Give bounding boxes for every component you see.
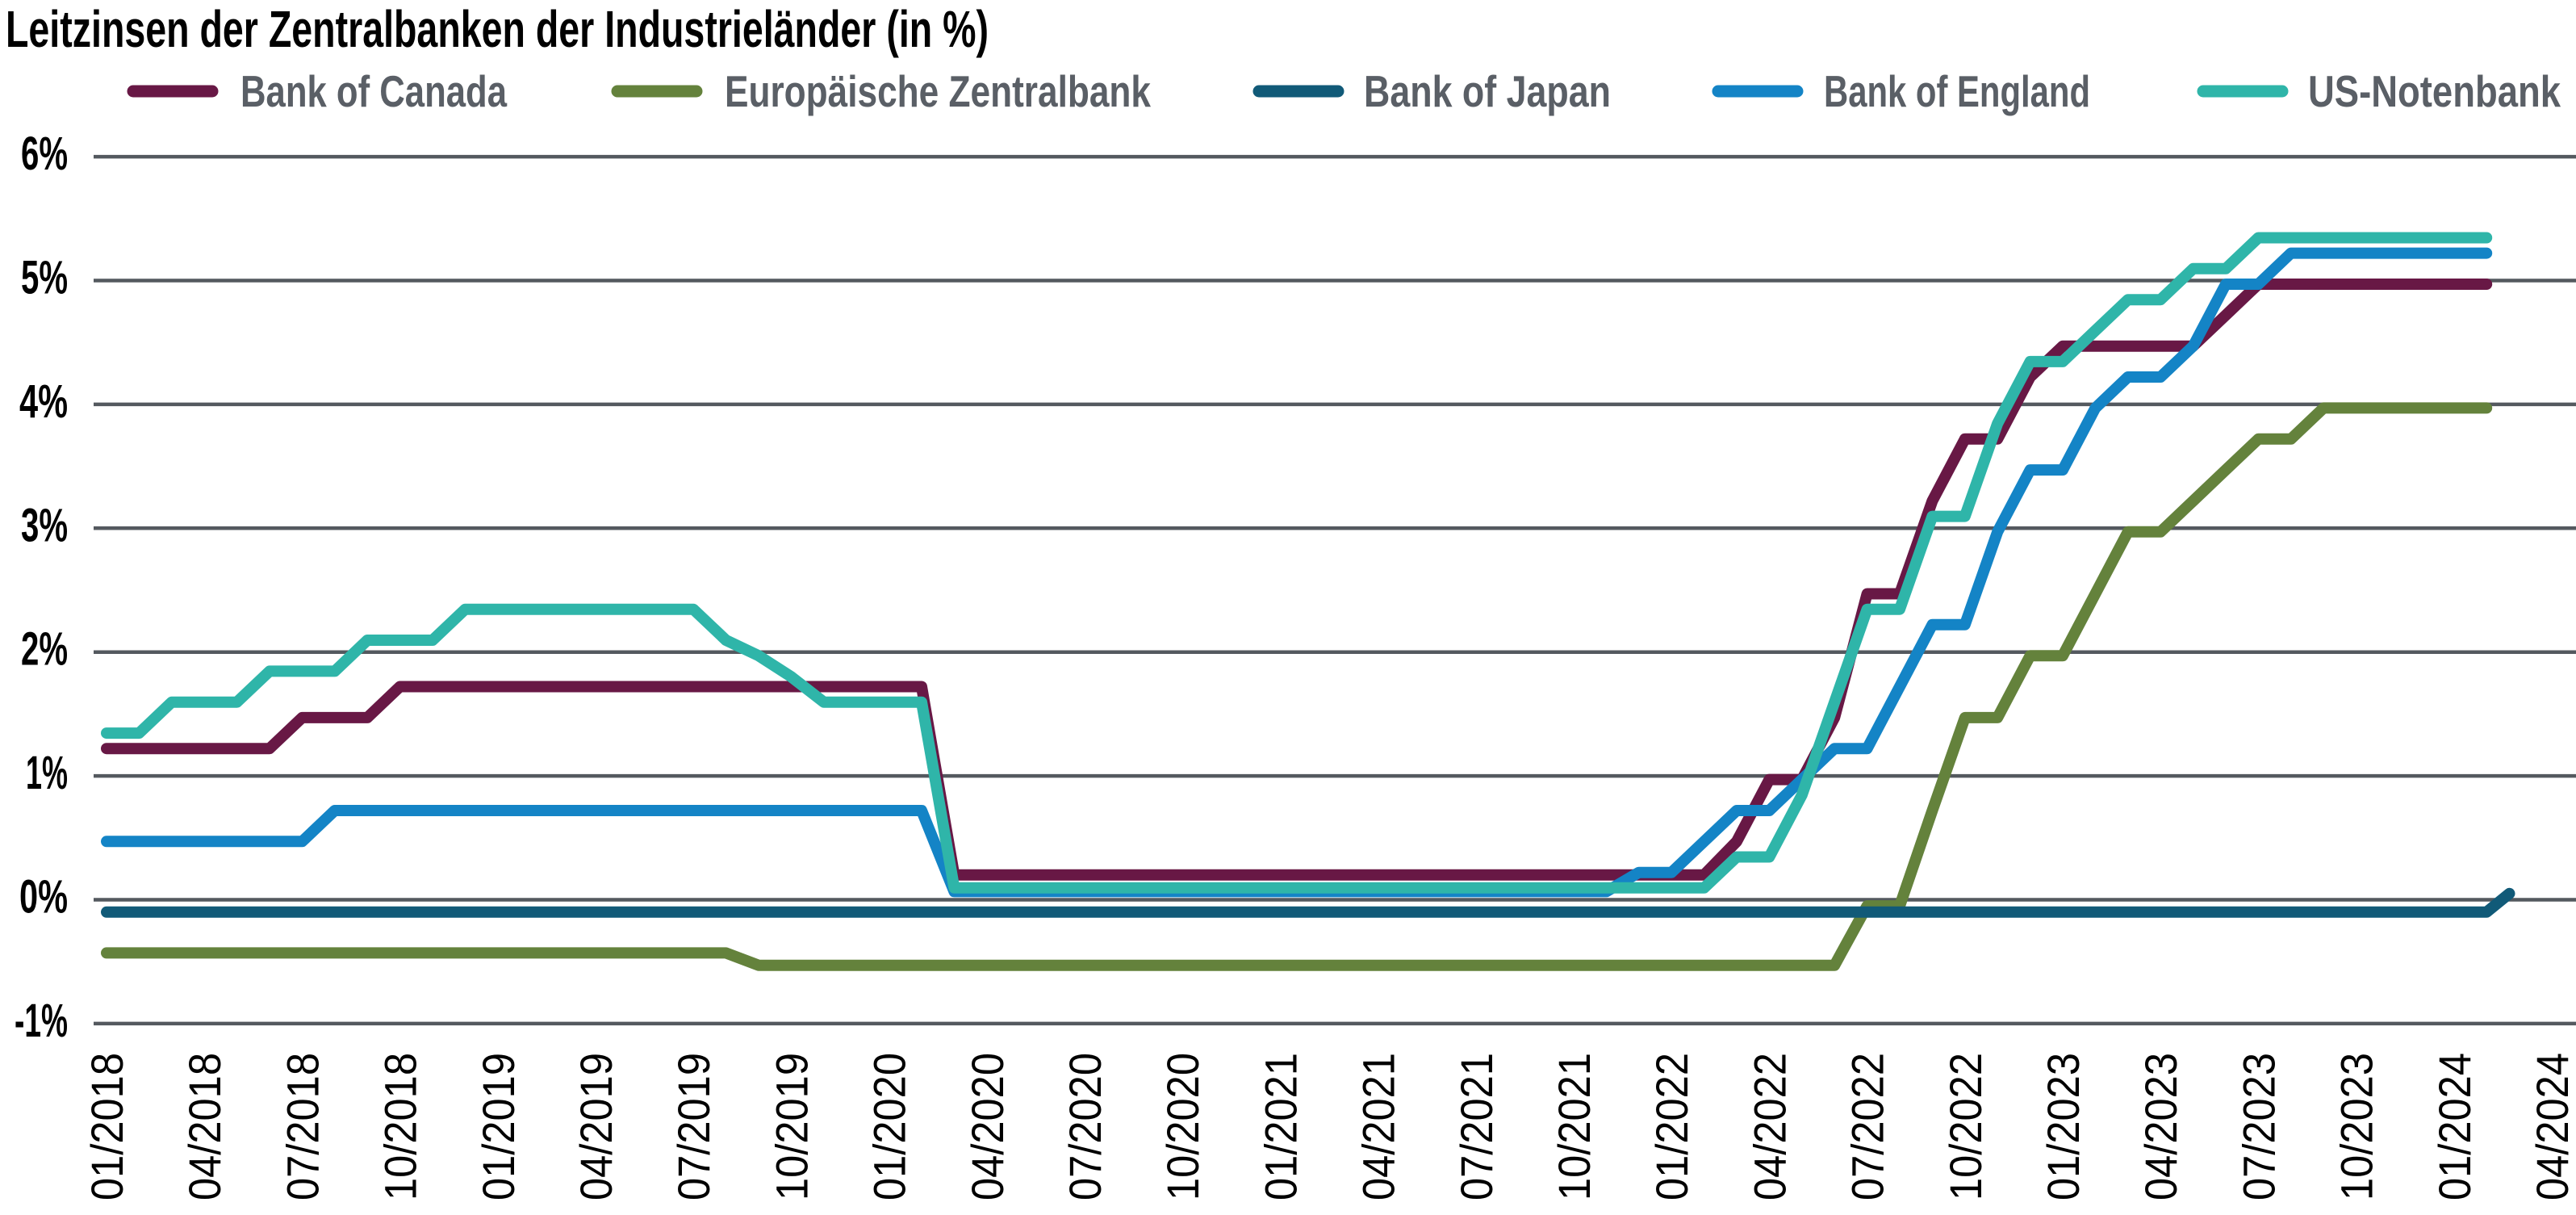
svg-text:Bank of Canada: Bank of Canada	[240, 66, 507, 116]
svg-text:07/2021: 07/2021	[1451, 1053, 1502, 1200]
svg-text:Bank of England: Bank of England	[1824, 66, 2090, 116]
svg-text:04/2018: 04/2018	[179, 1053, 230, 1200]
svg-text:4%: 4%	[19, 375, 68, 428]
svg-text:04/2020: 04/2020	[962, 1053, 1013, 1200]
svg-text:10/2022: 10/2022	[1940, 1053, 1991, 1200]
svg-text:01/2024: 01/2024	[2429, 1053, 2480, 1200]
svg-text:01/2020: 01/2020	[864, 1053, 915, 1200]
svg-text:01/2021: 01/2021	[1255, 1053, 1306, 1200]
svg-text:04/2019: 04/2019	[571, 1053, 621, 1200]
svg-text:04/2022: 04/2022	[1744, 1053, 1795, 1200]
svg-text:04/2021: 04/2021	[1353, 1053, 1404, 1200]
svg-text:0%: 0%	[19, 871, 68, 924]
svg-text:3%: 3%	[21, 499, 68, 551]
svg-text:10/2021: 10/2021	[1549, 1053, 1600, 1200]
svg-text:07/2022: 07/2022	[1842, 1053, 1893, 1200]
svg-text:6%: 6%	[21, 128, 68, 180]
svg-text:1%: 1%	[26, 747, 68, 799]
svg-text:Europäische Zentralbank: Europäische Zentralbank	[725, 66, 1151, 116]
svg-text:01/2023: 01/2023	[2038, 1053, 2089, 1200]
svg-text:5%: 5%	[21, 252, 68, 304]
svg-text:10/2023: 10/2023	[2331, 1053, 2382, 1200]
svg-text:07/2019: 07/2019	[668, 1053, 719, 1200]
svg-text:07/2018: 07/2018	[277, 1053, 328, 1200]
svg-text:04/2024: 04/2024	[2527, 1053, 2576, 1200]
svg-text:US-Notenbank: US-Notenbank	[2308, 66, 2561, 116]
svg-text:01/2019: 01/2019	[473, 1053, 524, 1200]
svg-text:01/2018: 01/2018	[82, 1053, 132, 1200]
svg-text:07/2023: 07/2023	[2233, 1053, 2284, 1200]
svg-text:04/2023: 04/2023	[2135, 1053, 2186, 1200]
svg-text:01/2022: 01/2022	[1646, 1053, 1697, 1200]
svg-text:10/2019: 10/2019	[766, 1053, 817, 1200]
svg-text:2%: 2%	[21, 623, 68, 676]
svg-text:-1%: -1%	[15, 995, 68, 1047]
svg-text:Bank of Japan: Bank of Japan	[1364, 66, 1611, 116]
svg-text:Leitzinsen der Zentralbanken d: Leitzinsen der Zentralbanken der Industr…	[6, 0, 989, 58]
svg-text:10/2020: 10/2020	[1157, 1053, 1208, 1200]
svg-text:07/2020: 07/2020	[1060, 1053, 1110, 1200]
svg-text:10/2018: 10/2018	[375, 1053, 426, 1200]
